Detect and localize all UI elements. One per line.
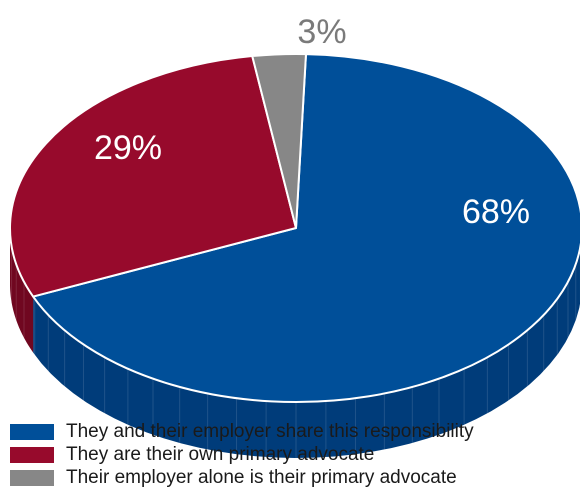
slice-label-employer: 3% — [297, 13, 347, 51]
legend: They and their employer share this respo… — [10, 420, 570, 489]
legend-item-employer: Their employer alone is their primary ad… — [10, 466, 570, 489]
pie-side-shared — [33, 247, 580, 458]
pie-slice-employer — [251, 53, 307, 229]
legend-label-shared: They and their employer share this respo… — [66, 420, 474, 442]
legend-swatch-shared — [10, 423, 54, 440]
legend-label-own: They are their own primary advocate — [66, 443, 375, 465]
slice-label-shared: 68% — [461, 193, 531, 231]
pie-side-own — [10, 228, 34, 353]
pie-slice-own — [9, 55, 297, 298]
legend-item-own: They are their own primary advocate — [10, 443, 570, 466]
pie-slice-shared — [32, 53, 580, 403]
legend-swatch-own — [10, 446, 54, 463]
slice-label-own: 29% — [93, 129, 163, 167]
legend-swatch-employer — [10, 469, 54, 486]
legend-label-employer: Their employer alone is their primary ad… — [66, 466, 457, 488]
legend-item-shared: They and their employer share this respo… — [10, 420, 570, 443]
